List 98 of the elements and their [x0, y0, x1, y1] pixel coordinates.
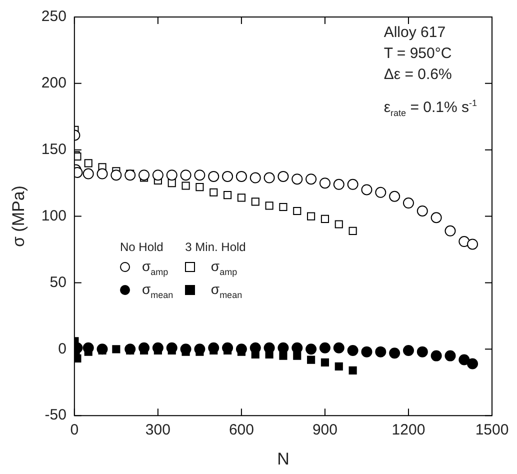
point — [180, 170, 192, 181]
point — [361, 346, 372, 358]
point — [348, 366, 357, 374]
legend-label: σ$_{amp}$ — [142, 258, 170, 277]
y-tick-label: 250 — [41, 8, 66, 26]
point — [278, 170, 289, 182]
point — [292, 342, 303, 354]
point — [278, 342, 289, 354]
x-tick-label: 1500 — [475, 422, 509, 439]
point — [389, 348, 400, 359]
point — [347, 178, 358, 190]
point — [96, 344, 108, 355]
point — [264, 342, 275, 354]
y-tick-label: 50 — [50, 274, 66, 291]
point — [265, 202, 274, 210]
legend-label: σ$_{mean}$ — [142, 280, 174, 300]
point — [292, 174, 303, 185]
point — [416, 346, 428, 358]
annotation: ε$_{rate}$ = 0.1% s$^{-1}$ — [384, 97, 477, 120]
point — [124, 170, 136, 181]
point — [152, 342, 164, 354]
x-tick-label: 0 — [70, 422, 79, 439]
point — [250, 342, 261, 354]
point — [402, 198, 414, 209]
point — [250, 172, 261, 184]
point — [279, 202, 288, 212]
y-tick-label: 0 — [58, 340, 66, 358]
point — [334, 362, 343, 370]
annotation: T = 950°C — [384, 44, 453, 64]
point — [389, 190, 400, 202]
point — [194, 170, 206, 181]
x-tick-label: 600 — [228, 422, 254, 439]
annotation: Δε = 0.6% — [384, 65, 453, 85]
point — [237, 194, 246, 202]
x-tick-label: 1200 — [392, 422, 426, 439]
point — [333, 178, 344, 190]
annotation: No Hold — [120, 240, 164, 254]
point — [467, 238, 478, 250]
point — [208, 342, 220, 354]
point — [320, 214, 330, 223]
point — [152, 170, 164, 181]
point — [82, 168, 94, 180]
y-tick-label: 100 — [41, 207, 66, 224]
point — [333, 342, 344, 354]
point — [306, 344, 317, 355]
point — [402, 344, 414, 356]
point — [348, 226, 357, 235]
point — [224, 191, 232, 200]
point — [306, 174, 317, 185]
point — [196, 183, 204, 192]
point — [430, 350, 442, 362]
legend-label: σ$_{amp}$ — [210, 258, 238, 277]
point — [84, 159, 92, 168]
point — [251, 198, 260, 206]
point — [458, 236, 470, 248]
point — [166, 342, 178, 354]
point — [236, 170, 247, 182]
point — [375, 186, 386, 198]
point — [112, 345, 120, 354]
annotation: 3 Min. Hold — [185, 240, 246, 254]
y-axis-title: σ (MPa) — [8, 186, 28, 248]
y-tick-label: 200 — [41, 74, 66, 92]
point — [307, 212, 316, 220]
point — [182, 182, 190, 190]
point — [458, 354, 470, 366]
point — [293, 206, 302, 216]
point — [222, 170, 234, 182]
point — [361, 184, 372, 196]
point — [264, 172, 275, 184]
point — [444, 225, 456, 236]
y-tick-label: -50 — [44, 406, 66, 424]
x-tick-label: 300 — [145, 422, 170, 439]
point — [467, 358, 478, 370]
point — [320, 358, 330, 366]
point — [222, 342, 234, 354]
point — [307, 356, 316, 364]
x-tick-label: 900 — [312, 422, 338, 439]
point — [210, 188, 218, 196]
annotation: Alloy 617 — [384, 23, 447, 43]
point — [124, 344, 136, 355]
point — [347, 344, 358, 356]
legend-label: σ$_{mean}$ — [210, 280, 244, 300]
point — [334, 220, 343, 228]
y-tick-label: 150 — [41, 141, 66, 158]
point — [208, 170, 220, 182]
point — [279, 352, 288, 360]
point — [166, 170, 178, 181]
point — [430, 212, 442, 224]
point — [96, 168, 108, 180]
point — [319, 342, 330, 354]
point — [82, 342, 94, 354]
point — [138, 170, 150, 181]
point — [375, 346, 386, 358]
x-axis-title: N — [277, 449, 290, 468]
point — [319, 178, 330, 189]
point — [110, 170, 122, 181]
point — [416, 205, 428, 216]
point — [444, 350, 456, 362]
